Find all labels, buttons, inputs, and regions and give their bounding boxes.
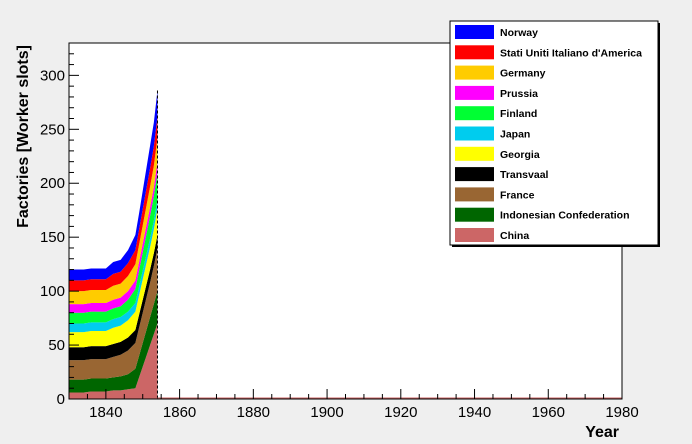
area-series-4	[69, 208, 158, 348]
y-tick-label: 50	[48, 337, 65, 354]
y-tick-label: 200	[40, 175, 65, 192]
legend-label: Indonesian Confederation	[500, 210, 630, 222]
legend-swatch	[455, 228, 494, 242]
y-tick-label: 100	[40, 283, 65, 300]
legend-swatch	[455, 85, 494, 100]
x-tick-label: 1920	[384, 404, 417, 421]
x-tick-label: 1900	[310, 404, 343, 421]
y-tick-label: 150	[40, 229, 65, 246]
area-series-2	[69, 247, 158, 380]
legend-label: Germany	[500, 68, 546, 80]
area-series-3	[69, 235, 158, 361]
legend-swatch	[455, 207, 494, 222]
y-tick-label: 0	[57, 391, 65, 408]
x-tick-label: 1940	[458, 404, 491, 421]
x-tick-label: 1980	[605, 404, 638, 421]
legend-swatch	[455, 187, 494, 202]
legend-swatch	[455, 167, 494, 182]
legend-swatch	[455, 106, 494, 121]
y-axis-title: Factories [Worker slots]	[15, 45, 32, 228]
y-tick-label: 250	[40, 121, 65, 138]
axes: 1840 1860 1880 1900 1920 1940 1960 1980 0 50 100 15…	[40, 42, 639, 421]
legend-label: Stati Uniti Italiano d'America	[500, 47, 642, 59]
area-series-1	[69, 291, 158, 393]
legend-swatch	[455, 45, 494, 60]
y-tick-label: 300	[40, 67, 65, 84]
legend-swatch	[455, 25, 494, 39]
area-series-0	[69, 323, 158, 399]
legend-label: Japan	[500, 129, 530, 141]
x-axis-title: Year	[585, 424, 619, 441]
legend-swatch	[455, 146, 494, 161]
legend-label: France	[500, 189, 535, 201]
legend-label: China	[500, 230, 529, 242]
x-tick-label: 1840	[89, 404, 122, 421]
legend-label: Finland	[500, 108, 537, 120]
legend-label: Norway	[500, 27, 538, 39]
legend-label: Prussia	[500, 88, 538, 100]
x-tick-label: 1880	[237, 404, 270, 421]
legend: Norway Stati Uniti Italiano d'America Germ…	[449, 20, 660, 247]
legend-swatch	[455, 126, 494, 141]
x-tick-label: 1860	[163, 404, 196, 421]
legend-label: Georgia	[500, 149, 540, 161]
legend-swatch	[455, 65, 494, 80]
x-tick-label: 1960	[532, 404, 565, 421]
legend-label: Transvaal	[500, 169, 549, 181]
